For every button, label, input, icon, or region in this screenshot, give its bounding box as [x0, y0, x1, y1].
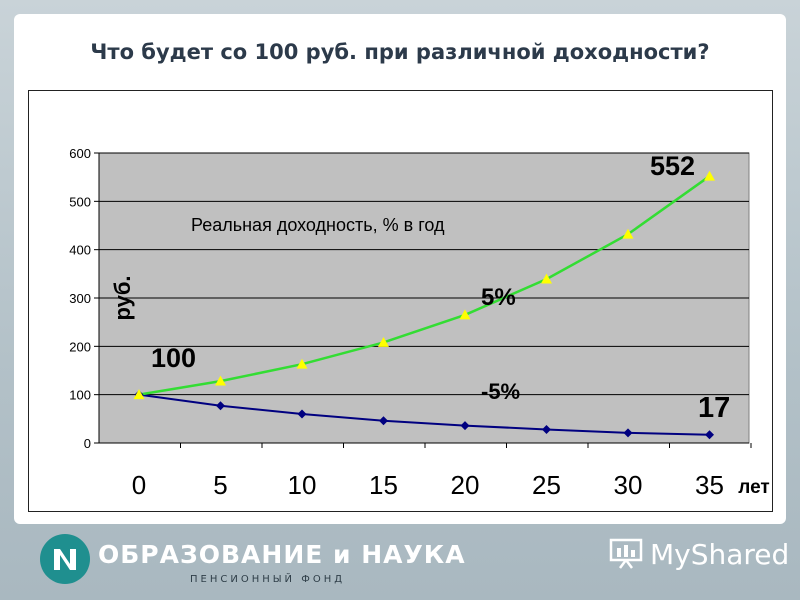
- series-point-minus5: [216, 401, 225, 411]
- series-point-plus5: [378, 336, 389, 347]
- data-label-start: 100: [151, 343, 196, 373]
- x-tick-label: 35: [695, 470, 724, 500]
- series-point-plus5: [459, 309, 471, 320]
- series-label-minus5: -5%: [481, 379, 520, 404]
- series-point-minus5: [379, 416, 388, 426]
- y-tick-label: 100: [69, 388, 91, 403]
- data-label-end-down: 17: [698, 392, 730, 424]
- brand-name: ОБРАЗОВАНИЕ и НАУКА: [98, 540, 466, 569]
- data-label-end-up: 552: [650, 151, 695, 181]
- series-point-plus5: [541, 273, 552, 284]
- x-tick-label: 10: [288, 470, 317, 500]
- series-point-plus5: [296, 358, 308, 369]
- y-tick-label: 400: [69, 243, 91, 258]
- y-tick-label: 200: [69, 339, 91, 354]
- x-tick-label: 15: [369, 470, 398, 500]
- series-point-plus5: [215, 375, 226, 386]
- series-line-minus5: [138, 393, 710, 436]
- series-point-plus5: [622, 228, 634, 239]
- x-tick-label: 30: [614, 470, 643, 500]
- series-line-plus5: [138, 175, 711, 396]
- presentation-icon: [609, 538, 643, 569]
- brand-subtitle: ПЕНСИОННЫЙ ФОНД: [190, 574, 346, 585]
- y-tick-label: 500: [69, 194, 91, 209]
- x-tick-label: 5: [213, 470, 227, 500]
- x-axis-label: лет: [738, 477, 769, 498]
- y-tick-label: 0: [84, 436, 91, 451]
- line-chart: 0 100 200 300 400 500 600 0 5 10 15 20 25 30 35 лет руб.…: [69, 146, 769, 500]
- slide-title: Что будет со 100 руб. при различной дохо…: [90, 40, 710, 64]
- x-tick-label: 25: [532, 470, 561, 500]
- series-point-minus5: [460, 421, 470, 431]
- series-point-plus5: [704, 170, 715, 181]
- series-point-plus5: [133, 389, 145, 400]
- chart-frame: 0 100 200 300 400 500 600 0 5 10 15 20 25 30 35 лет руб.…: [28, 90, 773, 512]
- chart-annotation: Реальная доходность, % в год: [191, 215, 445, 235]
- series-point-minus5: [705, 430, 714, 440]
- series-point-minus5: [542, 424, 551, 434]
- x-tick-label: 0: [132, 470, 146, 500]
- x-tick-label: 20: [451, 470, 480, 500]
- y-tick-label: 600: [69, 146, 91, 161]
- myshared-watermark: MyShared: [608, 536, 789, 575]
- y-axis-label: руб.: [110, 275, 135, 320]
- y-tick-label: 300: [69, 291, 91, 306]
- series-point-minus5: [297, 409, 307, 419]
- watermark-text: MyShared: [650, 538, 790, 571]
- series-label-plus5: 5%: [481, 284, 516, 311]
- logo-icon: [40, 534, 90, 584]
- series-point-minus5: [623, 428, 633, 438]
